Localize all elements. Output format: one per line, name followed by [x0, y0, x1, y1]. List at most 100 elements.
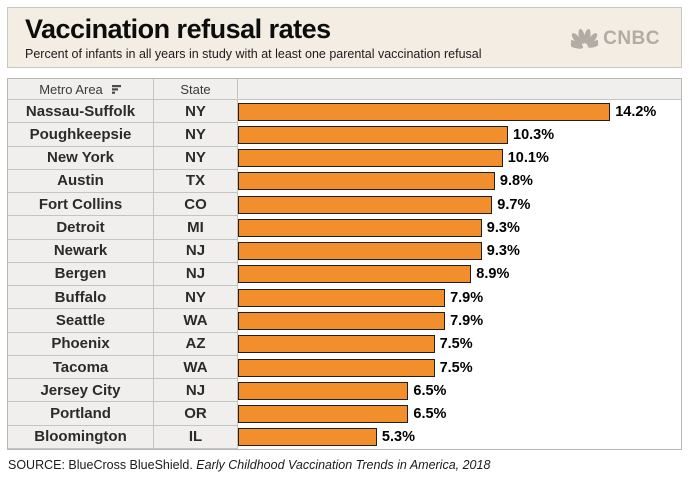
state-cell[interactable]: MI: [154, 216, 238, 240]
bar-cell: 6.5%: [238, 379, 681, 403]
table-row: Bloomington IL 5.3%: [8, 425, 681, 449]
table-row: Buffalo NY 7.9%: [8, 286, 681, 310]
bar[interactable]: [238, 102, 611, 121]
metro-cell[interactable]: Portland: [8, 402, 154, 426]
bar[interactable]: [238, 172, 495, 191]
bar-cell: 7.9%: [238, 286, 681, 310]
metro-cell[interactable]: Nassau-Suffolk: [8, 100, 154, 124]
metro-cell[interactable]: Seattle: [8, 309, 154, 333]
bar[interactable]: [238, 358, 435, 377]
metro-cell[interactable]: Phoenix: [8, 332, 154, 356]
cnbc-logo-text: CNBC: [603, 28, 660, 49]
state-cell[interactable]: NY: [154, 286, 238, 310]
value-label: 6.5%: [413, 382, 447, 399]
table-row: Poughkeepsie NY 10.3%: [8, 123, 681, 147]
value-label: 10.1%: [507, 150, 549, 167]
bar-cell: 14.2%: [238, 100, 681, 124]
bar-cell: 9.8%: [238, 169, 681, 194]
metro-cell[interactable]: New York: [8, 146, 154, 170]
metro-cell[interactable]: Jersey City: [8, 379, 154, 403]
bar-cell: 10.3%: [238, 123, 681, 147]
bar[interactable]: [238, 149, 503, 168]
bar[interactable]: [238, 265, 472, 284]
value-label: 7.5%: [439, 359, 473, 376]
state-cell[interactable]: NY: [154, 123, 238, 147]
table-row: Phoenix AZ 7.5%: [8, 332, 681, 356]
page-subtitle: Percent of infants in all years in study…: [25, 47, 482, 61]
value-label: 8.9%: [476, 266, 510, 283]
bar-cell: 5.3%: [238, 425, 681, 449]
bar[interactable]: [238, 312, 446, 331]
bar[interactable]: [238, 381, 409, 400]
state-cell[interactable]: CO: [154, 193, 238, 217]
table-header-row: Metro Area State: [8, 79, 681, 100]
table-row: Fort Collins CO 9.7%: [8, 193, 681, 217]
value-label: 6.5%: [413, 406, 447, 423]
table-row: New York NY 10.1%: [8, 146, 681, 170]
state-cell[interactable]: IL: [154, 425, 238, 449]
bar[interactable]: [238, 195, 493, 214]
source-note: SOURCE: BlueCross BlueShield. Early Chil…: [8, 458, 490, 472]
state-cell[interactable]: WA: [154, 355, 238, 380]
bar-cell: 7.5%: [238, 332, 681, 356]
table-row: Detroit MI 9.3%: [8, 216, 681, 240]
bar-cell: 7.9%: [238, 309, 681, 333]
value-label: 5.3%: [381, 429, 415, 446]
page-title: Vaccination refusal rates: [25, 14, 331, 44]
metro-cell[interactable]: Fort Collins: [8, 193, 154, 217]
bar-cell: 8.9%: [238, 262, 681, 287]
cnbc-logo: CNBC: [571, 28, 660, 50]
bar[interactable]: [238, 218, 482, 237]
value-label: 9.7%: [497, 196, 531, 213]
state-cell[interactable]: NY: [154, 146, 238, 170]
bar-chart-table: Metro Area State Nassau-Suffolk NY 14.2%: [7, 78, 682, 450]
state-cell[interactable]: OR: [154, 402, 238, 426]
state-cell[interactable]: NY: [154, 100, 238, 124]
state-cell[interactable]: WA: [154, 309, 238, 333]
bar[interactable]: [238, 288, 446, 307]
bar[interactable]: [238, 428, 377, 447]
metro-cell[interactable]: Bergen: [8, 262, 154, 287]
metro-cell[interactable]: Tacoma: [8, 355, 154, 380]
bar[interactable]: [238, 335, 435, 354]
table-row: Tacoma WA 7.5%: [8, 355, 681, 380]
table-row: Bergen NJ 8.9%: [8, 262, 681, 287]
metro-cell[interactable]: Bloomington: [8, 425, 154, 449]
value-label: 9.3%: [486, 243, 520, 260]
metro-cell[interactable]: Newark: [8, 239, 154, 263]
column-header-state[interactable]: State: [154, 79, 238, 100]
bar[interactable]: [238, 242, 482, 261]
metro-cell[interactable]: Detroit: [8, 216, 154, 240]
state-cell[interactable]: NJ: [154, 262, 238, 287]
source-citation: Early Childhood Vaccination Trends in Am…: [196, 458, 491, 472]
metro-cell[interactable]: Buffalo: [8, 286, 154, 310]
state-cell[interactable]: NJ: [154, 379, 238, 403]
metro-area-header-label: Metro Area: [39, 81, 103, 97]
state-cell[interactable]: AZ: [154, 332, 238, 356]
value-label: 7.9%: [450, 313, 484, 330]
value-label: 9.8%: [499, 173, 533, 190]
bar-cell: 7.5%: [238, 355, 681, 380]
value-label: 7.5%: [439, 336, 473, 353]
state-cell[interactable]: TX: [154, 169, 238, 194]
bar-cell: 10.1%: [238, 146, 681, 170]
bar-cell: 6.5%: [238, 402, 681, 426]
metro-cell[interactable]: Austin: [8, 169, 154, 194]
state-header-label: State: [180, 81, 211, 97]
column-header-metro-area[interactable]: Metro Area: [8, 79, 154, 100]
sort-descending-icon[interactable]: [111, 84, 122, 94]
metro-cell[interactable]: Poughkeepsie: [8, 123, 154, 147]
bar[interactable]: [238, 405, 409, 424]
value-label: 10.3%: [513, 126, 555, 143]
bar-cell: 9.3%: [238, 216, 681, 240]
table-row: Portland OR 6.5%: [8, 402, 681, 426]
state-cell[interactable]: NJ: [154, 239, 238, 263]
bar-cell: 9.7%: [238, 193, 681, 217]
table-row: Seattle WA 7.9%: [8, 309, 681, 333]
value-label: 9.3%: [486, 219, 520, 236]
bar[interactable]: [238, 125, 508, 144]
table-row: Austin TX 9.8%: [8, 169, 681, 194]
bar-cell: 9.3%: [238, 239, 681, 263]
cnbc-peacock-icon: [571, 29, 599, 49]
